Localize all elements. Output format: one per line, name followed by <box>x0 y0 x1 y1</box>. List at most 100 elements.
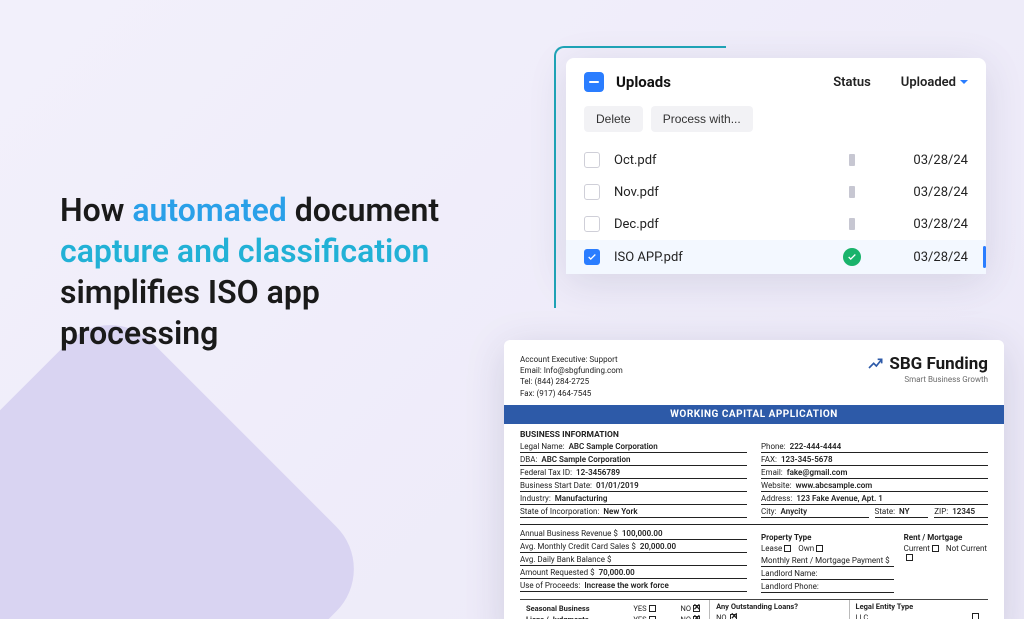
value-email: fake@gmail.com <box>787 468 848 477</box>
checkbox-own[interactable] <box>816 545 823 552</box>
label-website: Website: <box>761 481 792 490</box>
label-tax: Federal Tax ID: <box>520 468 572 477</box>
process-with-button[interactable]: Process with... <box>651 106 753 132</box>
label-no: NO <box>681 615 692 619</box>
file-name: Oct.pdf <box>614 153 822 168</box>
label-yes: YES <box>633 615 646 619</box>
upload-row[interactable]: ISO APP.pdf 03/28/24 <box>566 240 986 274</box>
label-state: State: <box>875 507 896 516</box>
file-name: Nov.pdf <box>614 185 822 200</box>
value-state: NY <box>899 507 909 516</box>
value-city: Anycity <box>781 507 808 516</box>
label-loans-no: NO <box>716 613 727 619</box>
value-cc-sales: 20,000.00 <box>640 542 676 551</box>
meta-tel: Tel: (844) 284-2725 <box>520 376 623 387</box>
subsection-outstanding-loans: Any Outstanding Loans? <box>716 602 842 611</box>
uploaded-date: 03/28/24 <box>882 185 968 200</box>
account-executive: Account Executive: Support <box>520 354 623 365</box>
headline-text: simplifies ISO app processing <box>60 273 320 352</box>
checkbox-llc[interactable] <box>972 613 979 619</box>
row-checkbox[interactable] <box>584 152 600 168</box>
status-pending-icon <box>849 154 855 166</box>
label-fax: FAX: <box>761 455 777 464</box>
row-checkbox[interactable] <box>584 184 600 200</box>
logo-tagline: Smart Business Growth <box>867 375 988 384</box>
row-checkbox[interactable] <box>584 249 600 265</box>
column-uploaded[interactable]: Uploaded <box>901 75 968 90</box>
headline-text: How <box>60 191 132 229</box>
label-no: NO <box>681 604 692 613</box>
checkbox-lease[interactable] <box>784 545 791 552</box>
label-not-current: Not Current <box>946 544 987 553</box>
value-amount-requested: 70,000.00 <box>599 568 635 577</box>
file-name: ISO APP.pdf <box>614 250 822 265</box>
status-cell <box>822 154 882 166</box>
label-liens: Liens / Judgments <box>526 615 615 619</box>
label-amount-requested: Amount Requested $ <box>520 568 595 577</box>
headline-accent-capture: capture and classification <box>60 232 429 270</box>
upload-row[interactable]: Nov.pdf 03/28/24 <box>566 176 986 208</box>
checkbox-seasonal-no[interactable] <box>693 605 700 612</box>
label-seasonal: Seasonal Business <box>526 604 615 613</box>
status-cell <box>822 218 882 230</box>
label-revenue: Annual Business Revenue $ <box>520 529 618 538</box>
value-fax: 123-345-5678 <box>781 455 833 464</box>
checkbox-not-current[interactable] <box>906 554 913 561</box>
label-own: Own <box>798 544 814 553</box>
label-lease: Lease <box>761 544 782 553</box>
label-landlord-name: Landlord Name: <box>761 569 817 578</box>
select-all-partial-icon[interactable] <box>584 72 604 92</box>
label-city: City: <box>761 507 777 516</box>
headline-accent-automated: automated <box>132 191 286 229</box>
meta-fax: Fax: (917) 464-7545 <box>520 388 623 399</box>
meta-email: Email: Info@sbgfunding.com <box>520 365 623 376</box>
headline: How automated document capture and class… <box>60 190 480 354</box>
form-logo: SBG Funding Smart Business Growth <box>867 354 988 384</box>
form-document-card: Account Executive: Support Email: Info@s… <box>504 340 1004 619</box>
form-banner: WORKING CAPITAL APPLICATION <box>504 405 1004 424</box>
label-start-date: Business Start Date: <box>520 481 592 490</box>
uploads-title: Uploads <box>616 73 833 91</box>
label-phone: Phone: <box>761 442 786 451</box>
label-bank-balance: Avg. Daily Bank Balance $ <box>520 555 611 564</box>
section-business-info: BUSINESS INFORMATION <box>520 430 988 440</box>
column-status[interactable]: Status <box>833 75 871 90</box>
label-use-proceeds: Use of Proceeds: <box>520 581 580 590</box>
value-state-inc: New York <box>603 507 637 516</box>
status-success-icon <box>843 248 861 266</box>
uploaded-date: 03/28/24 <box>882 153 968 168</box>
file-name: Dec.pdf <box>614 217 822 232</box>
label-dba: DBA: <box>520 455 537 464</box>
value-website: www.abcsample.com <box>796 481 873 490</box>
label-landlord-phone: Landlord Phone: <box>761 582 819 591</box>
checkbox-seasonal-yes[interactable] <box>649 605 656 612</box>
uploaded-date: 03/28/24 <box>882 217 968 232</box>
row-checkbox[interactable] <box>584 216 600 232</box>
label-llc: LLC <box>856 613 869 619</box>
value-start-date: 01/01/2019 <box>596 481 639 490</box>
value-legal-name: ABC Sample Corporation <box>569 442 658 451</box>
label-zip: ZIP: <box>934 507 948 516</box>
value-tax: 12-3456789 <box>576 468 620 477</box>
logo-name: SBG Funding <box>889 354 988 374</box>
label-cc-sales: Avg. Monthly Credit Card Sales $ <box>520 542 636 551</box>
value-zip: 12345 <box>952 507 975 516</box>
upload-row[interactable]: Oct.pdf 03/28/24 <box>566 144 986 176</box>
headline-text: document <box>287 191 439 229</box>
delete-button[interactable]: Delete <box>584 106 643 132</box>
subsection-rent-mortgage: Rent / Mortgage <box>904 533 988 542</box>
checkbox-loans-no[interactable] <box>730 614 737 619</box>
label-yes: YES <box>633 604 646 613</box>
uploads-actions: Delete Process with... <box>566 102 986 144</box>
label-current: Current <box>904 544 930 553</box>
logo-arrow-icon <box>867 356 883 372</box>
uploads-card: Uploads Status Uploaded Delete Process w… <box>566 58 986 274</box>
label-address: Address: <box>761 494 792 503</box>
upload-row[interactable]: Dec.pdf 03/28/24 <box>566 208 986 240</box>
subsection-entity-type: Legal Entity Type <box>856 602 982 611</box>
label-industry: Industry: <box>520 494 551 503</box>
status-pending-icon <box>849 218 855 230</box>
checkbox-current[interactable] <box>932 545 939 552</box>
value-use-proceeds: Increase the work force <box>584 581 668 590</box>
uploaded-date: 03/28/24 <box>882 250 968 265</box>
